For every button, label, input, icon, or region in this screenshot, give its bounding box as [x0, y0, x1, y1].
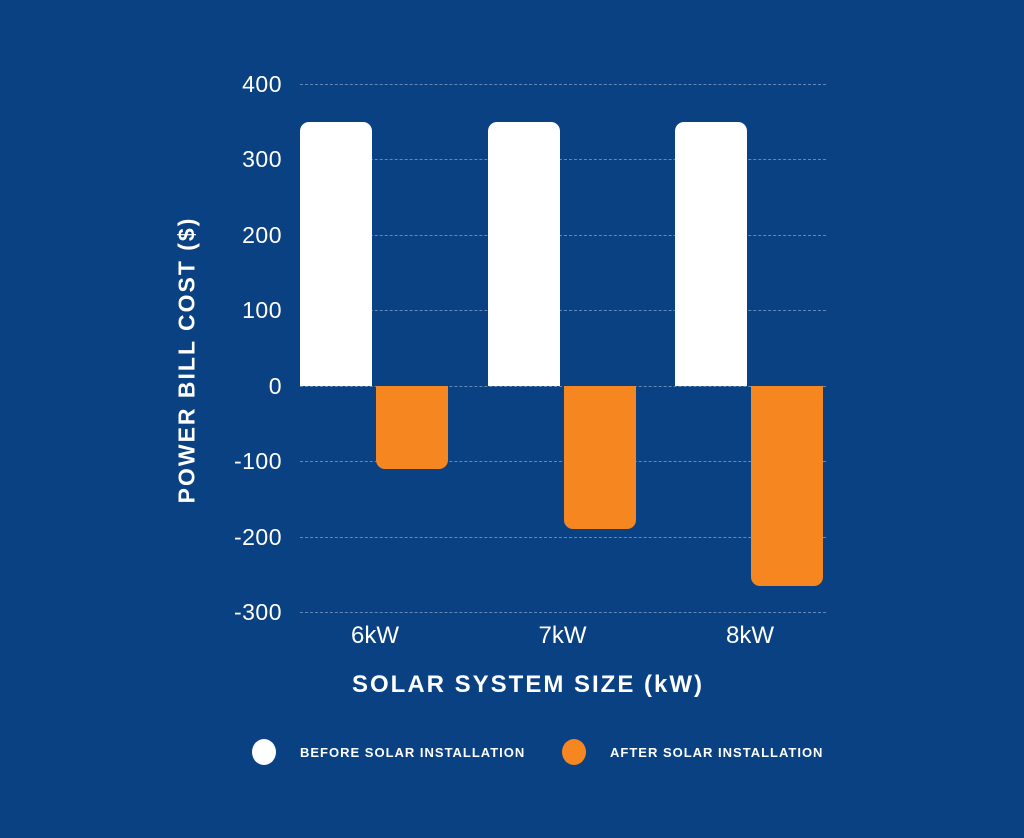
y-tick-label: 400	[242, 71, 282, 97]
gridline-y-200	[300, 234, 826, 236]
bar-6kW-after-solar	[376, 385, 448, 469]
chart-legend: BEFORE SOLAR INSTALLATION AFTER SOLAR INS…	[0, 739, 1024, 767]
gridline-y-0	[300, 385, 826, 387]
legend-label: BEFORE SOLAR INSTALLATION	[300, 744, 526, 760]
x-axis-title: SOLAR SYSTEM SIZE (kW)	[351, 671, 704, 698]
legend-item-before-solar: BEFORE SOLAR INSTALLATION	[252, 739, 525, 765]
y-tick-label: 0	[268, 372, 282, 399]
x-tick-label-8kW: 8kW	[726, 622, 774, 649]
gridline-y--200	[300, 536, 826, 538]
y-tick-label: 100	[242, 297, 282, 324]
gridline-y--100	[300, 461, 826, 463]
gridline-y-100	[300, 310, 826, 312]
legend-dot-white	[252, 739, 276, 765]
gridline-y-400	[300, 84, 826, 85]
y-tick-label: 300	[242, 146, 282, 173]
gridline-y-300	[300, 159, 826, 161]
bar-8kW-before-solar	[675, 121, 747, 386]
x-tick-label-7kW: 7kW	[538, 622, 587, 649]
plot-area	[300, 84, 826, 613]
x-tick-label-6kW: 6kW	[351, 622, 399, 649]
bar-7kW-after-solar	[563, 385, 636, 530]
bar-7kW-before-solar	[487, 121, 560, 386]
legend-dot-orange	[562, 739, 586, 765]
y-tick-label: -200	[233, 523, 282, 550]
bar-6kW-before-solar	[300, 121, 372, 386]
y-tick-label: -300	[233, 599, 282, 625]
gridline-y--300	[300, 612, 826, 613]
legend-item-after-solar: AFTER SOLAR INSTALLATION	[562, 739, 823, 765]
y-tick-label: 200	[242, 221, 282, 248]
legend-label: AFTER SOLAR INSTALLATION	[610, 744, 824, 760]
y-tick-label: -100	[233, 448, 282, 475]
bar-8kW-after-solar	[751, 385, 823, 586]
